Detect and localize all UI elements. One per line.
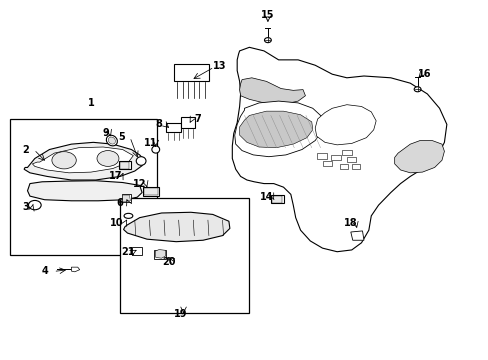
Text: 6: 6 [117, 198, 123, 208]
Bar [322, 161, 331, 166]
Bar [330, 155, 340, 160]
Text: 14: 14 [259, 192, 273, 202]
Polygon shape [394, 140, 444, 173]
Polygon shape [239, 78, 305, 105]
Polygon shape [154, 250, 166, 259]
Text: 2: 2 [22, 144, 29, 154]
Bar [120, 162, 129, 168]
Text: 3: 3 [22, 202, 29, 212]
Bar [272, 196, 282, 203]
Bar [10, 119, 157, 255]
Polygon shape [155, 249, 165, 258]
Polygon shape [24, 142, 144, 180]
Ellipse shape [108, 137, 115, 144]
Bar [316, 153, 327, 159]
Polygon shape [123, 212, 229, 242]
Polygon shape [27, 181, 142, 201]
Text: 16: 16 [417, 69, 431, 79]
Polygon shape [122, 194, 131, 202]
Bar [346, 157, 355, 162]
Bar [144, 188, 158, 195]
Text: 9: 9 [102, 128, 109, 138]
Polygon shape [32, 147, 133, 173]
Polygon shape [232, 47, 446, 252]
Text: 12: 12 [133, 179, 146, 189]
Ellipse shape [136, 157, 146, 165]
Ellipse shape [106, 135, 117, 146]
Text: 20: 20 [162, 257, 175, 267]
Circle shape [413, 87, 420, 92]
Bar [181, 117, 194, 128]
Bar [173, 64, 208, 81]
Bar [119, 161, 131, 169]
Text: 7: 7 [194, 114, 201, 124]
Bar [341, 150, 351, 155]
Circle shape [264, 38, 271, 42]
Polygon shape [239, 111, 312, 148]
Text: 5: 5 [118, 132, 125, 142]
Text: 18: 18 [343, 218, 357, 228]
Text: 1: 1 [87, 98, 94, 108]
Text: 19: 19 [174, 310, 187, 319]
Bar [339, 164, 347, 168]
Polygon shape [71, 267, 80, 272]
Polygon shape [132, 247, 142, 255]
Polygon shape [234, 101, 322, 157]
Text: 15: 15 [261, 10, 274, 20]
Text: 4: 4 [41, 266, 48, 276]
Bar [271, 195, 283, 203]
Bar [351, 164, 359, 168]
Text: 13: 13 [213, 61, 226, 71]
Text: 11: 11 [144, 139, 157, 148]
Text: 10: 10 [110, 218, 123, 228]
Ellipse shape [97, 150, 119, 166]
Ellipse shape [152, 146, 159, 153]
Bar [120, 198, 249, 313]
Text: 21: 21 [122, 247, 135, 257]
Bar [143, 187, 158, 196]
Ellipse shape [124, 213, 133, 219]
Text: 8: 8 [155, 120, 163, 129]
Polygon shape [122, 195, 130, 202]
Bar [166, 123, 181, 132]
Polygon shape [350, 231, 363, 240]
Ellipse shape [52, 152, 76, 169]
Circle shape [28, 201, 41, 210]
Text: 17: 17 [108, 171, 122, 181]
Polygon shape [315, 105, 375, 145]
